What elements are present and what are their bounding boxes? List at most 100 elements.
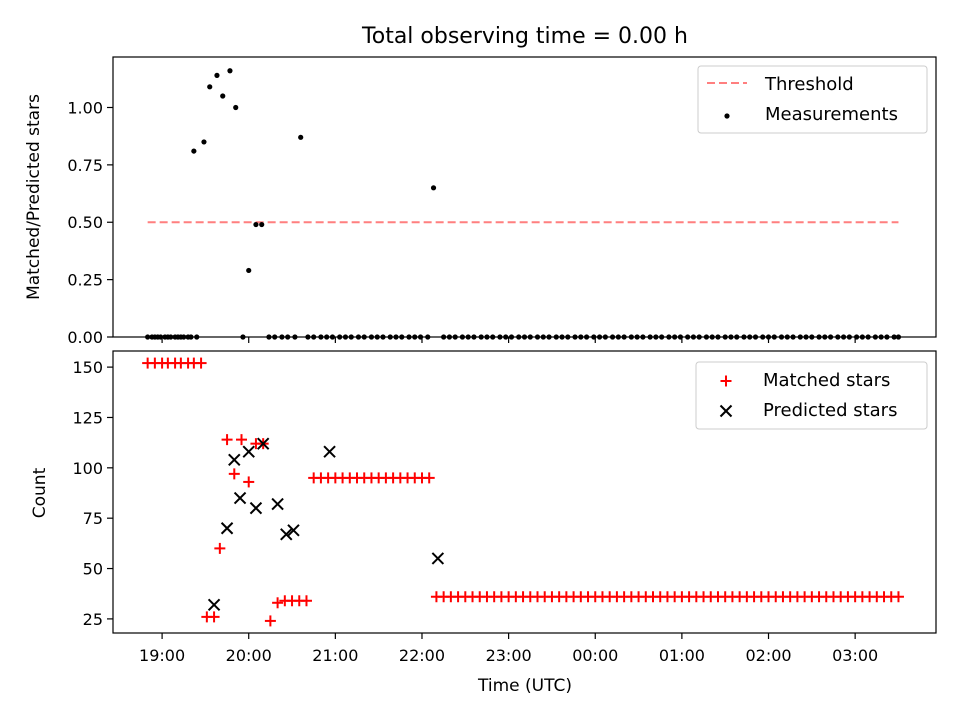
measurement-point — [298, 134, 304, 140]
measurement-point — [591, 334, 597, 340]
measurement-point — [752, 334, 759, 340]
measurement-point — [181, 334, 187, 340]
measurement-point — [145, 334, 151, 340]
predicted-star-point — [207, 598, 221, 612]
measurement-point — [168, 334, 174, 340]
x-tick-label: 22:00 — [399, 646, 445, 665]
matched-star-point — [264, 615, 276, 627]
measurement-point — [233, 104, 239, 111]
x-tick-label: 20:00 — [226, 646, 272, 665]
bottom-y-tick-label: 150 — [72, 358, 103, 377]
matched-star-point — [423, 472, 435, 484]
measurements-legend-marker — [724, 113, 730, 119]
bottom-y-tick-label: 25 — [83, 610, 103, 629]
measurement-point — [253, 221, 259, 228]
measurement-point — [728, 334, 734, 340]
top-y-tick-label: 0.50 — [67, 213, 103, 232]
measurement-point — [778, 334, 785, 340]
measurement-point — [634, 334, 640, 340]
measurement-point — [734, 334, 740, 340]
measurement-point — [337, 334, 343, 340]
measurement-point — [760, 334, 766, 340]
measurement-point — [872, 334, 878, 340]
measurement-point — [602, 334, 608, 340]
measurement-point — [615, 334, 621, 340]
predicted-star-point — [228, 453, 241, 466]
x-tick-label: 01:00 — [659, 646, 705, 665]
measurement-point — [430, 185, 437, 191]
measurement-point — [305, 334, 311, 340]
measurement-point — [446, 334, 453, 340]
top-legend-box — [697, 65, 928, 134]
predicted-star-point — [249, 501, 263, 515]
measurement-point — [324, 334, 330, 340]
measurement-point — [859, 334, 865, 340]
top-y-tick-label: 0.75 — [67, 156, 103, 175]
measurement-point — [865, 334, 871, 340]
measurement-point — [709, 334, 715, 340]
measurement-point — [666, 334, 672, 340]
measurement-point — [765, 334, 772, 340]
measurement-point — [459, 334, 466, 340]
measurement-point — [809, 334, 815, 340]
measurement-point — [583, 334, 590, 340]
measurement-point — [214, 72, 220, 78]
measurement-point — [279, 334, 285, 340]
measurement-point — [784, 334, 790, 340]
measurement-point — [368, 334, 375, 340]
measurement-point — [490, 334, 496, 340]
measurement-point — [285, 334, 291, 340]
measurement-point — [816, 334, 822, 340]
measurement-point — [220, 93, 226, 99]
measurement-point — [425, 334, 431, 340]
measurement-point — [527, 334, 533, 340]
measurement-point — [540, 334, 546, 340]
measurement-point — [572, 334, 578, 340]
predicted-star-point — [287, 524, 300, 537]
top-y-tick-label: 1.00 — [67, 98, 103, 117]
measurement-point — [374, 334, 380, 340]
bottom-y-tick-label: 75 — [83, 509, 103, 528]
bottom-y-axis-label: Count — [30, 467, 50, 518]
predicted-star-point — [280, 528, 293, 541]
bottom-axes-frame — [112, 350, 937, 634]
measurement-point — [653, 334, 659, 340]
measurement-point — [553, 334, 559, 340]
measurement-point — [685, 334, 691, 340]
x-tick-label: 03:00 — [832, 646, 878, 665]
measurement-point — [690, 334, 697, 340]
measurement-point — [891, 334, 897, 340]
measurement-point — [741, 334, 747, 340]
bottom-legend: Matched stars Predicted stars — [695, 361, 928, 430]
measurement-point — [452, 334, 458, 340]
measurement-point — [465, 334, 471, 340]
measurement-point — [441, 334, 447, 340]
measurement-point — [609, 334, 616, 340]
measurements-legend-label: Measurements — [765, 104, 898, 125]
matched-star-point — [221, 434, 233, 446]
measurement-point — [803, 334, 809, 340]
top-plot-area — [145, 68, 902, 340]
measurement-point — [348, 334, 354, 340]
measurement-point — [565, 334, 571, 340]
measurement-point — [521, 334, 528, 340]
bottom-panel: 25 50 75 100 125 150 19:00 20:00 21:00 22:00 23:0… — [30, 350, 937, 696]
matched-star-point — [214, 542, 226, 554]
measurement-point — [191, 148, 197, 154]
measurement-point — [194, 334, 200, 340]
x-tick-label: 02:00 — [745, 646, 791, 665]
top-y-tick-label: 0.25 — [67, 271, 103, 290]
x-tick-label: 00:00 — [572, 646, 618, 665]
matched-star-point — [243, 476, 255, 488]
top-y-axis-label: Matched/Predicted stars — [24, 94, 44, 300]
measurement-point — [840, 334, 847, 340]
predicted-star-point — [242, 445, 255, 458]
predicted-star-point — [271, 497, 284, 511]
measurement-point — [227, 68, 233, 74]
measurement-point — [747, 334, 753, 340]
top-title: Total observing time = 0.00 h — [361, 24, 688, 49]
bottom-plot-area — [142, 357, 904, 627]
matched-star-point — [236, 434, 248, 446]
measurement-point — [503, 334, 509, 340]
